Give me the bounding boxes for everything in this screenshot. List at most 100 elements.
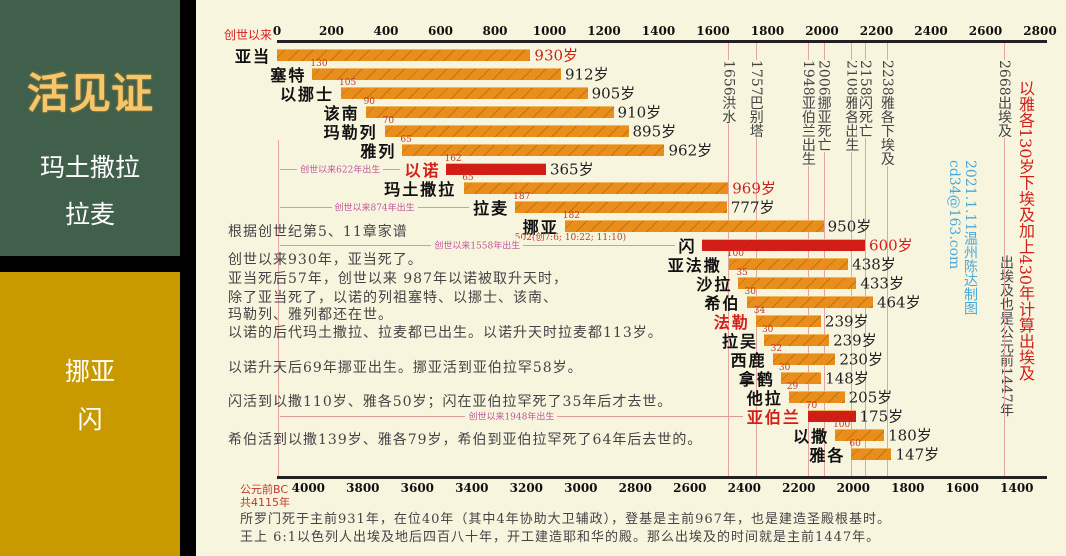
bottom-tick-label: 1400 [1000, 481, 1034, 495]
event-label: 2668出埃及 [996, 60, 1013, 138]
lifespan-bar [701, 239, 866, 251]
person-name: 闪 [678, 237, 697, 256]
begetting-age: 30 [761, 325, 774, 335]
lifespan-label: 433岁 [860, 274, 904, 293]
top-tick-label: 2600 [968, 24, 1003, 38]
lifespan-bar [384, 125, 629, 137]
lifespan-label: 912岁 [564, 65, 609, 84]
lifespan-label: 969岁 [732, 179, 776, 198]
lifespan-bar [365, 106, 614, 118]
event-line [1004, 43, 1006, 476]
event-label: 2158闪死亡 [857, 60, 874, 138]
lifespan-bar [446, 163, 546, 175]
bottom-tick-label: 1800 [891, 481, 925, 495]
top-tick-label: 1400 [641, 24, 676, 38]
begetting-age: 34 [753, 306, 766, 316]
top-axis-label: 创世以来 [224, 28, 273, 42]
bottom-axis-line [277, 476, 1047, 479]
event-label: 1948亚伯兰出生 [799, 60, 816, 166]
begetting-age: 30 [744, 287, 756, 297]
bottom-tick-label: 3400 [455, 481, 489, 495]
top-tick-label: 1000 [532, 24, 567, 38]
lifespan-label: 464岁 [876, 293, 921, 312]
paragraph: 以诺的后代玛土撒拉、拉麦都已出生。以诺升天时拉麦都113岁。 [228, 325, 663, 341]
person-name: 雅列 [360, 142, 397, 161]
lifespan-label: 147岁 [895, 445, 940, 464]
top-axis-line [277, 40, 1047, 43]
genealogy-chart: 创世以来 公元前BC 共4115年 以雅各130岁下埃及加上430年计算出埃及 … [196, 0, 1066, 556]
person-name: 拉吴 [721, 332, 758, 351]
lifespan-bar [807, 410, 856, 422]
footer-line: 王上 6:1以色列人出埃及地后四百八十年，开工建造耶和华的殿。那么出埃及的时间就… [240, 530, 881, 545]
lifespan-bar [746, 296, 873, 308]
bottom-tick-label: 4000 [291, 481, 326, 495]
lifespan-bar [755, 315, 821, 327]
bottom-tick-label: 2600 [673, 481, 707, 495]
bottom-tick-label: 2200 [782, 481, 816, 495]
begetting-age: 32 [770, 344, 783, 354]
begetting-age: 70 [805, 401, 818, 411]
person-name: 亚当 [235, 47, 272, 66]
top-tick-label: 2200 [859, 24, 894, 38]
top-tick-label: 400 [373, 24, 399, 38]
begetting-age: 65 [400, 135, 412, 145]
top-tick-label: 1800 [750, 24, 785, 38]
lifespan-bar [788, 391, 845, 403]
lifespan-bar [277, 49, 531, 61]
bottom-tick-label: 1600 [945, 481, 980, 495]
top-tick-label: 800 [482, 24, 508, 38]
lifespan-label: 205岁 [848, 388, 893, 407]
top-tick-label: 1200 [587, 24, 621, 38]
event-line [728, 43, 730, 476]
birth-note: 创世以来874年出生 [331, 200, 418, 214]
lifespan-label: 930岁 [534, 46, 579, 65]
paragraph: 闪活到以撒110岁、雅各50岁；闪在亚伯拉罕死了35年后才去世。 [228, 394, 673, 410]
credit-date: 2021.1.11温州陈达制图 [962, 160, 978, 316]
lifespan-label: 239岁 [833, 331, 877, 350]
lifespan-bar [851, 448, 892, 460]
exodus-note-black: 出埃及也是公元前1447年 [998, 255, 1014, 417]
event-label: 1757巴别塔 [747, 60, 764, 138]
lifespan-label: 180岁 [888, 426, 932, 445]
bottom-tick-label: 3600 [400, 481, 435, 495]
lifespan-bar [772, 353, 836, 365]
event-line [886, 43, 888, 476]
bottom-tick-label: 3200 [509, 481, 544, 495]
event-label: 2006挪亚死亡 [815, 60, 832, 152]
lifespan-label: 910岁 [617, 103, 662, 122]
begetting-age: 105 [339, 78, 357, 88]
sidebar-name-noah: 挪亚 [64, 357, 115, 386]
top-tick-label: 2400 [914, 24, 948, 38]
lifespan-label: 905岁 [591, 84, 636, 103]
person-name: 以诺 [404, 161, 441, 180]
lifespan-label: 365岁 [549, 160, 594, 179]
person-name: 雅各 [809, 446, 846, 465]
person-name: 法勒 [713, 313, 750, 332]
top-tick-label: 2800 [1023, 24, 1057, 38]
begetting-age: 30 [778, 363, 791, 373]
lifespan-bar [341, 87, 588, 99]
bottom-tick-label: 3800 [346, 481, 380, 495]
source-note: 根据创世纪第5、11章家谱 [228, 224, 408, 240]
sidebar-title: 活见证 [26, 69, 153, 118]
bottom-tick-label: 3000 [564, 481, 598, 495]
begetting-age: 60 [849, 439, 861, 449]
person-name: 亚伯兰 [746, 408, 801, 427]
top-tick-label: 0 [272, 24, 282, 38]
lifespan-label: 239岁 [824, 312, 869, 331]
lifespan-label: 600岁 [869, 236, 913, 255]
lifespan-bar [312, 68, 561, 80]
lifespan-bar [835, 429, 885, 441]
event-label: 1656洪水 [720, 60, 737, 124]
top-tick-label: 2000 [805, 24, 839, 38]
sidebar-name-methuselah: 玛土撒拉 [39, 153, 140, 182]
paragraph: 亚当死后57年，创世以来 987年以诺被取升天时， [228, 271, 568, 287]
lifespan-bar [515, 201, 727, 213]
bottom-axis-note: 共4115年 [240, 496, 290, 509]
event-label: 2238雅各下埃及 [878, 60, 895, 166]
event-line [865, 43, 867, 476]
paragraph: 创世以来930年，亚当死了。 [228, 252, 423, 268]
lifespan-bar [464, 182, 729, 194]
lifespan-bar [728, 258, 849, 270]
person-name: 拿鹤 [738, 370, 775, 389]
